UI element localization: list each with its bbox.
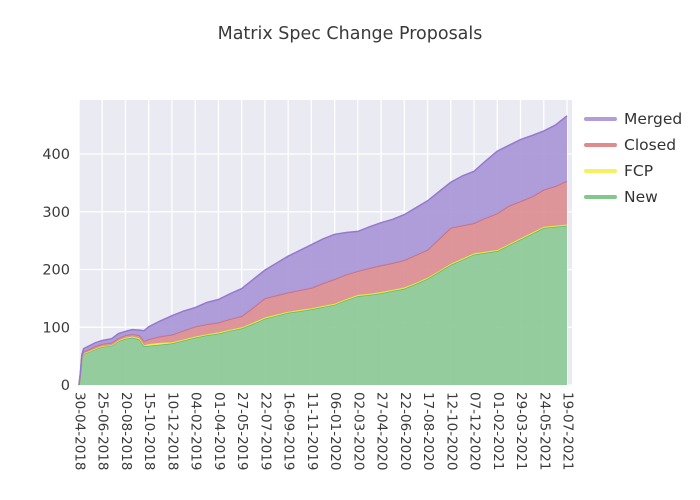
x-tick-label: 01-04-2019: [211, 392, 227, 470]
x-tick-label: 02-03-2020: [350, 392, 366, 470]
x-tick-label: 30-04-2018: [72, 392, 88, 470]
x-tick-label: 12-10-2020: [443, 392, 459, 470]
legend-swatch-new: [584, 194, 617, 200]
x-tick-label: 01-02-2021: [490, 392, 506, 470]
x-tick-label: 25-06-2018: [95, 392, 111, 470]
x-tick-label: 06-01-2020: [327, 392, 343, 470]
line-merged: [78, 115, 568, 386]
area-new: [79, 225, 567, 385]
legend-item-closed: Closed: [584, 136, 682, 154]
x-tick-label: 10-12-2018: [164, 392, 180, 470]
legend: Merged Closed FCP New: [584, 110, 682, 206]
area-closed: [79, 181, 567, 385]
y-tick-label: 0: [61, 378, 70, 394]
y-tick-label: 200: [42, 263, 70, 279]
x-tick-label: 07-12-2020: [467, 392, 483, 470]
area-merged: [79, 115, 567, 386]
x-tick-label: 15-10-2018: [141, 392, 157, 470]
legend-label: Closed: [624, 136, 677, 154]
x-tick-label: 16-09-2019: [281, 392, 297, 470]
y-tick-label: 300: [42, 205, 70, 221]
x-tick-label: 20-08-2018: [118, 392, 134, 470]
x-tick-label: 11-11-2019: [304, 392, 320, 470]
chart-title: Matrix Spec Change Proposals: [217, 24, 483, 44]
x-tick-label: 27-05-2019: [234, 392, 250, 470]
legend-label: FCP: [624, 162, 654, 180]
x-tick-label: 17-08-2020: [420, 392, 436, 470]
legend-label: New: [624, 188, 658, 206]
legend-swatch-closed: [584, 142, 617, 148]
legend-swatch-merged: [584, 116, 617, 122]
legend-swatch-fcp: [584, 168, 617, 174]
x-tick-label: 27-04-2020: [374, 392, 390, 470]
legend-item-merged: Merged: [584, 110, 682, 128]
legend-label: Merged: [624, 110, 683, 128]
y-tick-label: 400: [42, 147, 70, 163]
x-tick-label: 22-07-2019: [257, 392, 273, 470]
x-tick-label: 22-06-2020: [397, 392, 413, 470]
y-tick-label: 100: [42, 320, 70, 336]
x-tick-label: 24-05-2021: [536, 392, 552, 470]
x-tick-label: 04-02-2019: [188, 392, 204, 470]
x-tick-label: 19-07-2021: [560, 392, 576, 470]
legend-item-fcp: FCP: [584, 162, 682, 180]
legend-item-new: New: [584, 188, 682, 206]
x-tick-label: 29-03-2021: [513, 392, 529, 470]
area-fcp: [79, 224, 567, 385]
